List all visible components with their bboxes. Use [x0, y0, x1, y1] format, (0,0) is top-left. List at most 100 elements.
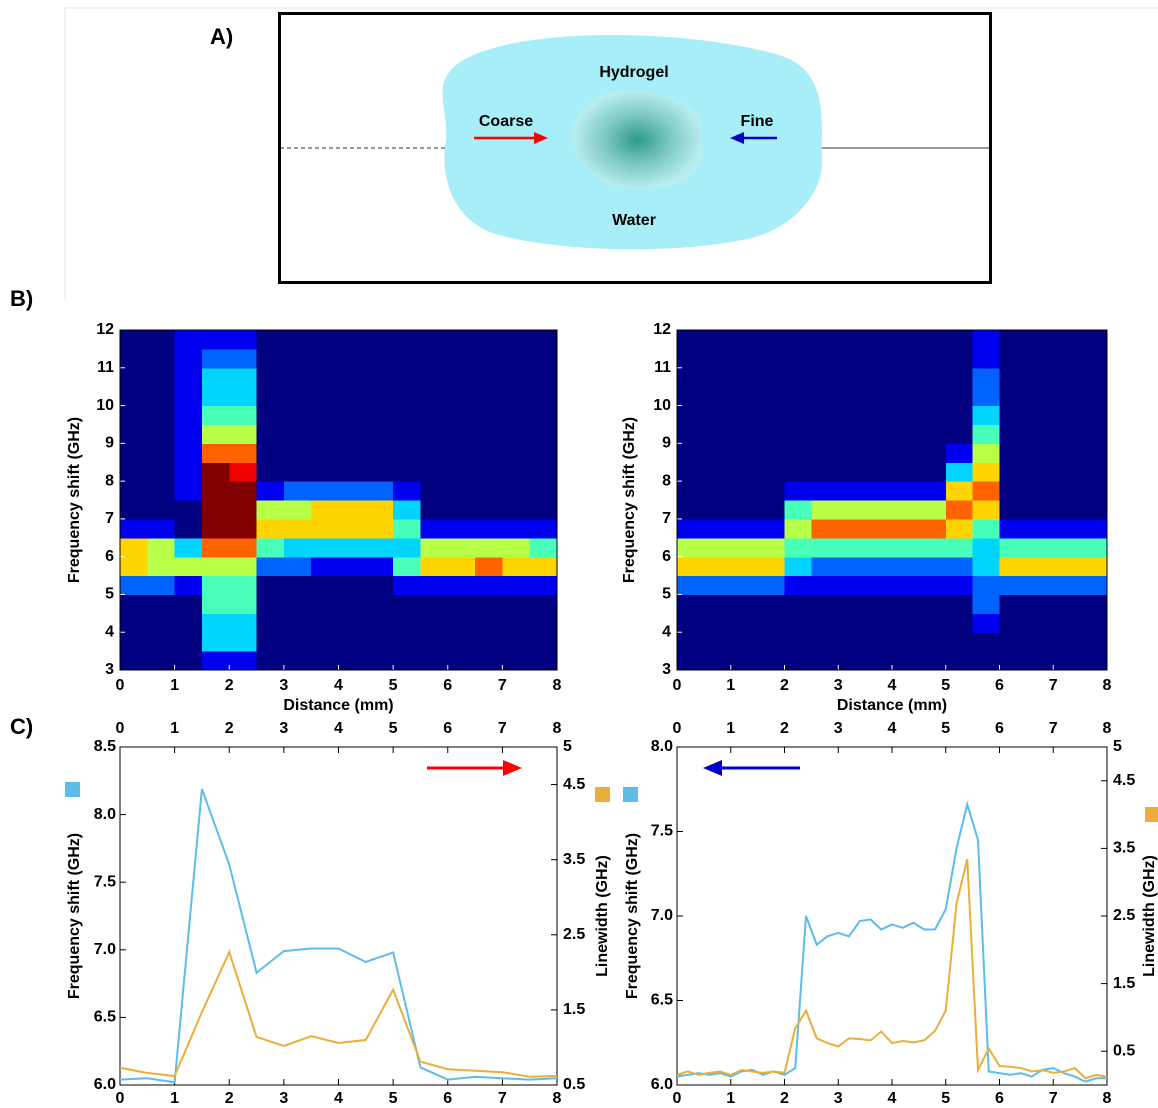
- heat-cell: [447, 594, 476, 614]
- heat-cell: [229, 330, 258, 350]
- heat-cell: [1026, 405, 1054, 426]
- heat-cell: [703, 367, 732, 388]
- heat-cell: [757, 367, 786, 388]
- heat-cell: [311, 443, 340, 463]
- y-tick-label: 6.5: [94, 1009, 116, 1026]
- heat-cell: [757, 594, 786, 614]
- heat-cell: [147, 424, 176, 444]
- heat-cell: [1053, 651, 1081, 671]
- heat-cell: [784, 462, 812, 482]
- heat-cell: [147, 481, 176, 501]
- heat-cell: [447, 367, 476, 388]
- heat-cell: [784, 613, 812, 633]
- y-axis-label: Frequency shift (GHz): [621, 417, 638, 583]
- panel-label: A): [210, 24, 233, 49]
- heat-cell: [420, 500, 449, 520]
- y-tick-label: 8: [662, 472, 671, 489]
- heat-cell: [420, 613, 449, 633]
- heat-cell: [529, 481, 558, 501]
- x-tick-label: 3: [279, 1090, 288, 1107]
- heat-cell: [811, 632, 839, 652]
- heat-cell: [703, 386, 732, 407]
- heat-cell: [475, 405, 503, 426]
- heat-cell: [174, 613, 203, 633]
- heat-cell: [999, 443, 1027, 463]
- y2-tick-label: 3.5: [1113, 840, 1135, 857]
- heat-cell: [838, 556, 866, 577]
- heat-cell: [865, 518, 893, 539]
- heat-cell: [892, 348, 920, 369]
- y2-tick-label: 2.5: [1113, 907, 1135, 924]
- heat-cell: [338, 462, 367, 482]
- heat-cell: [730, 651, 759, 671]
- heat-cell: [147, 330, 176, 350]
- heat-cell: [918, 405, 947, 426]
- heat-cell: [838, 481, 866, 501]
- heat-cell: [1080, 367, 1108, 388]
- heat-cell: [338, 594, 367, 614]
- heat-cell: [945, 518, 974, 539]
- heat-cell: [283, 348, 312, 369]
- heat-cell: [283, 651, 312, 671]
- heat-cell: [338, 424, 367, 444]
- heat-cell: [811, 518, 839, 539]
- heat-cell: [757, 613, 786, 633]
- heat-cell: [972, 556, 1001, 577]
- heat-cell: [174, 462, 203, 482]
- heat-cell: [811, 500, 839, 520]
- heat-cell: [311, 537, 340, 558]
- heat-cell: [918, 537, 947, 558]
- heat-cell: [730, 386, 759, 407]
- x-axis-label: Distance (mm): [837, 697, 947, 714]
- heat-cell: [393, 500, 422, 520]
- heat-cell: [838, 575, 866, 596]
- heat-cell: [201, 481, 230, 501]
- heat-cell: [811, 330, 839, 350]
- heat-cell: [447, 651, 476, 671]
- x-tick-label-top: 6: [443, 720, 452, 737]
- heat-cell: [475, 367, 503, 388]
- heat-cell: [475, 518, 503, 539]
- heat-cell: [201, 500, 230, 520]
- heat-cell: [918, 348, 947, 369]
- heat-cell: [502, 575, 531, 596]
- y-tick-label: 8.5: [94, 738, 116, 755]
- heat-cell: [838, 405, 866, 426]
- heat-cell: [229, 518, 258, 539]
- heat-cell: [365, 367, 394, 388]
- x-tick-label-top: 5: [389, 720, 398, 737]
- heat-cell: [338, 518, 367, 539]
- heat-cell: [945, 462, 974, 482]
- plot-frame: [676, 329, 1108, 671]
- heat-cell: [892, 481, 920, 501]
- heat-cell: [420, 518, 449, 539]
- heat-cell: [338, 537, 367, 558]
- heat-cell: [229, 556, 258, 577]
- heat-cell: [1026, 651, 1054, 671]
- heat-cell: [1026, 575, 1054, 596]
- x-tick-label: 2: [225, 677, 234, 694]
- heat-cell: [283, 386, 312, 407]
- heat-cell: [865, 330, 893, 350]
- heat-cell: [892, 500, 920, 520]
- heat-cell: [945, 651, 974, 671]
- diagram-label: Fine: [741, 113, 774, 130]
- y-tick-label: 8.0: [651, 738, 673, 755]
- heat-cell: [730, 424, 759, 444]
- heat-cell: [865, 613, 893, 633]
- heat-cell: [365, 330, 394, 350]
- heat-cell: [703, 424, 732, 444]
- diagram: Hydrogel Coarse Fine Water: [278, 12, 992, 284]
- heat-cell: [972, 424, 1001, 444]
- heat-cell: [201, 424, 230, 444]
- heat-cell: [918, 424, 947, 444]
- heat-cell: [201, 386, 230, 407]
- heat-cell: [420, 537, 449, 558]
- heat-cell: [529, 518, 558, 539]
- heat-cell: [174, 424, 203, 444]
- heat-cell: [999, 651, 1027, 671]
- x-tick-label: 1: [170, 677, 179, 694]
- legend-swatch: [1145, 807, 1158, 822]
- diagram-label: Hydrogel: [599, 64, 668, 81]
